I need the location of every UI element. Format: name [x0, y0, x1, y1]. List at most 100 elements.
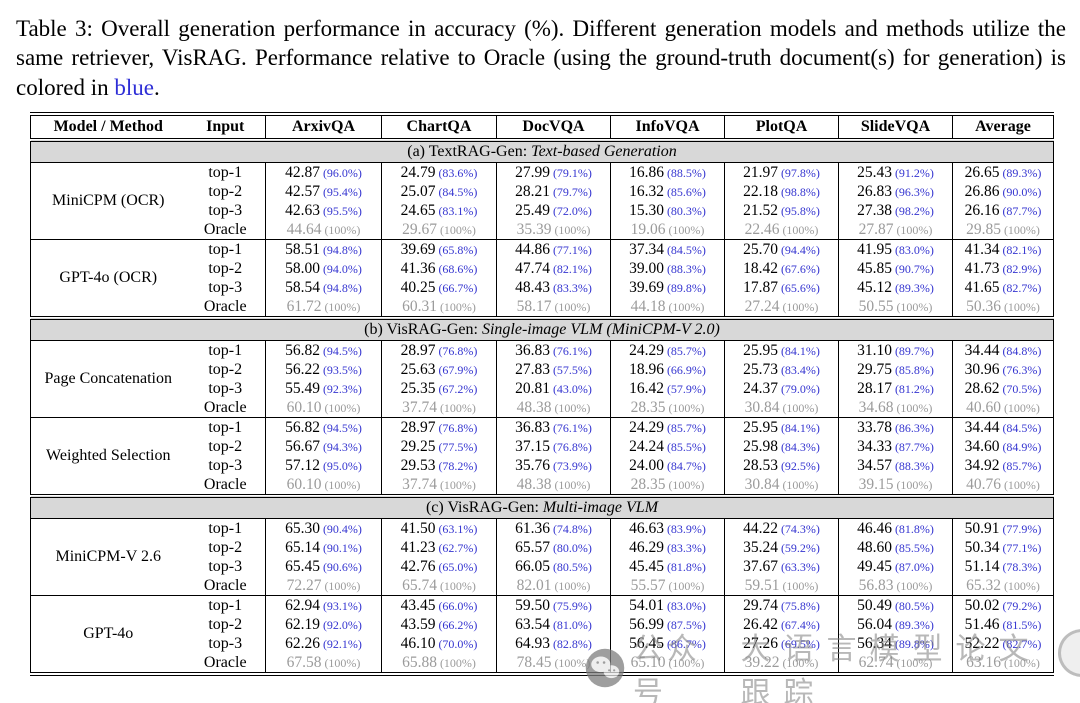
metric-cell: 50.49 (80.5%) [838, 595, 953, 615]
metric-cell: 41.95 (83.0%) [838, 239, 953, 259]
metric-cell: 34.92 (85.7%) [964, 456, 1042, 474]
metric-cell: 43.59 (66.2%) [381, 615, 497, 634]
metric-cell: 55.49 (92.3%) [265, 379, 382, 398]
input-cell: top-1 [185, 239, 266, 259]
model-name-cell: Weighted Selection [30, 417, 186, 496]
metric-cell: 25.49 (72.0%) [496, 201, 611, 220]
metric-cell: 17.87 (65.6%) [724, 278, 839, 297]
metric-cell: 25.95 (84.1%) [724, 417, 839, 437]
metric-cell: 60.10 (100%) [265, 398, 382, 418]
metric-cell: 37.34 (84.5%) [610, 239, 725, 259]
metric-cell: 28.17 (81.2%) [838, 379, 953, 398]
table-row: top-3 62.26 (92.1%) 46.10 (70.0%) 64.93 (82… [31, 634, 1054, 653]
metric-cell: 25.35 (67.2%) [381, 379, 497, 398]
metric-cell: 56.99 (87.5%) [610, 615, 725, 634]
model-name-cell: GPT-4o [30, 595, 186, 674]
metric-cell: 24.24 (85.5%) [610, 437, 725, 456]
metric-cell: 46.10 (70.0%) [381, 634, 497, 653]
metric-cell: 18.96 (66.9%) [610, 360, 725, 379]
metric-cell: 82.01 (100%) [496, 576, 611, 596]
metric-cell: 56.22 (93.5%) [265, 360, 382, 379]
model-name-cell: MiniCPM (OCR) [52, 192, 165, 209]
metric-cell: 21.52 (95.8%) [724, 201, 839, 220]
metric-cell: 59.51 (100%) [724, 576, 839, 596]
metric-cell: 36.83 (76.1%) [496, 417, 611, 437]
metric-cell: 46.46 (81.8%) [838, 518, 953, 538]
table-row: Oracle 60.10 (100%) 37.74 (100%) 48.38 (100… [31, 398, 1054, 418]
metric-cell: 34.44 (84.8%) [964, 341, 1042, 359]
metric-cell: 61.36 (74.8%) [496, 518, 611, 538]
model-name-cell: Page Concatenation [44, 370, 172, 387]
metric-cell: 29.67 (100%) [381, 220, 497, 240]
metric-cell: 29.75 (85.8%) [838, 360, 953, 379]
section-header-row: (b) VisRAG-Gen: Single-image VLM (MiniCP… [30, 316, 1054, 341]
metric-cell: 29.25 (77.5%) [381, 437, 497, 456]
metric-cell: 29.74 (75.8%) [724, 595, 839, 615]
metric-cell: 31.10 (89.7%) [838, 340, 953, 360]
metric-cell: 39.69 (89.8%) [610, 278, 725, 297]
metric-cell: 29.85 (100%) [966, 220, 1040, 238]
table-body: (a) TextRAG-Gen: Text-based Generation Mi… [30, 140, 1054, 674]
metric-cell: 56.82 (94.5%) [265, 417, 382, 437]
input-cell: top-3 [185, 456, 266, 475]
metric-cell: 58.54 (94.8%) [265, 278, 382, 297]
table-row: MiniCPM-V 2.6 top-1 65.30 (90.4%) 41.50 (63… [31, 518, 1054, 565]
metric-cell: 34.57 (88.3%) [838, 456, 953, 475]
table-row: Oracle 61.72 (100%) 60.31 (100%) 58.17 (100… [31, 297, 1054, 318]
metric-cell: 28.21 (79.7%) [496, 182, 611, 201]
metric-cell: 24.00 (84.7%) [610, 456, 725, 475]
metric-cell: 66.05 (80.5%) [496, 557, 611, 576]
caption-text: Table 3: Overall generation performance … [16, 16, 1066, 100]
metric-cell: 39.15 (100%) [838, 475, 953, 496]
metric-cell: 42.57 (95.4%) [265, 182, 382, 201]
metric-cell: 46.63 (83.9%) [610, 518, 725, 538]
input-cell: top-3 [185, 557, 266, 576]
metric-cell: 16.86 (88.5%) [610, 162, 725, 182]
metric-cell: 65.88 (100%) [381, 653, 497, 674]
metric-cell: 56.45 (86.7%) [610, 634, 725, 653]
metric-cell: 58.17 (100%) [496, 297, 611, 318]
metric-cell: 45.85 (90.7%) [838, 259, 953, 278]
metric-cell: 47.74 (82.1%) [496, 259, 611, 278]
metric-cell: 60.31 (100%) [381, 297, 497, 318]
table-row: Weighted Selection top-1 56.82 (94.5%) 28.9… [30, 417, 1054, 496]
metric-cell: 65.32 (100%) [966, 576, 1040, 594]
caption-highlight: blue [114, 74, 154, 100]
metric-cell: 24.29 (85.7%) [610, 340, 725, 360]
metric-cell: 27.26 (69.5%) [724, 634, 839, 653]
metric-cell: 48.38 (100%) [496, 398, 611, 418]
metric-cell: 24.79 (83.6%) [381, 162, 497, 182]
metric-cell: 25.07 (84.5%) [381, 182, 497, 201]
metric-cell: 34.60 (84.9%) [964, 437, 1042, 455]
metric-cell: 27.83 (57.5%) [496, 360, 611, 379]
metric-cell: 60.10 (100%) [265, 475, 382, 496]
metric-cell: 27.87 (100%) [838, 220, 953, 240]
input-cell: Oracle [185, 220, 266, 240]
column-header: InfoVQA [610, 114, 725, 142]
metric-cell: 29.53 (78.2%) [381, 456, 497, 475]
metric-cell: 78.45 (100%) [496, 653, 611, 674]
metric-cell: 64.93 (82.8%) [496, 634, 611, 653]
metric-cell: 65.14 (90.1%) [265, 538, 382, 557]
metric-cell: 26.42 (67.4%) [724, 615, 839, 634]
metric-cell: 35.24 (59.2%) [724, 538, 839, 557]
input-cell: top-3 [185, 379, 266, 398]
table-row: top-2 42.57 (95.4%) 25.07 (84.5%) 28.21 (79… [31, 182, 1054, 201]
metric-cell: 62.19 (92.0%) [265, 615, 382, 634]
metric-cell: 42.63 (95.5%) [265, 201, 382, 220]
metric-cell: 48.60 (85.5%) [838, 538, 953, 557]
input-cell: top-3 [185, 634, 266, 653]
table-caption: Table 3: Overall generation performance … [16, 14, 1066, 102]
metric-cell: 62.94 (93.1%) [265, 595, 382, 615]
metric-cell: 25.70 (94.4%) [724, 239, 839, 259]
table-row: MiniCPM (OCR) top-1 42.87 (96.0%) 24.79 (83… [31, 162, 1054, 209]
metric-cell: 72.27 (100%) [265, 576, 382, 596]
column-header: SlideVQA [838, 114, 953, 142]
table-row: top-3 58.54 (94.8%) 40.25 (66.7%) 48.43 (83… [31, 278, 1054, 297]
metric-cell: 20.81 (43.0%) [496, 379, 611, 398]
metric-cell: 18.42 (67.6%) [724, 259, 839, 278]
metric-cell: 61.72 (100%) [265, 297, 382, 318]
column-header: Average [952, 114, 1054, 142]
metric-cell: 44.22 (74.3%) [724, 518, 839, 538]
